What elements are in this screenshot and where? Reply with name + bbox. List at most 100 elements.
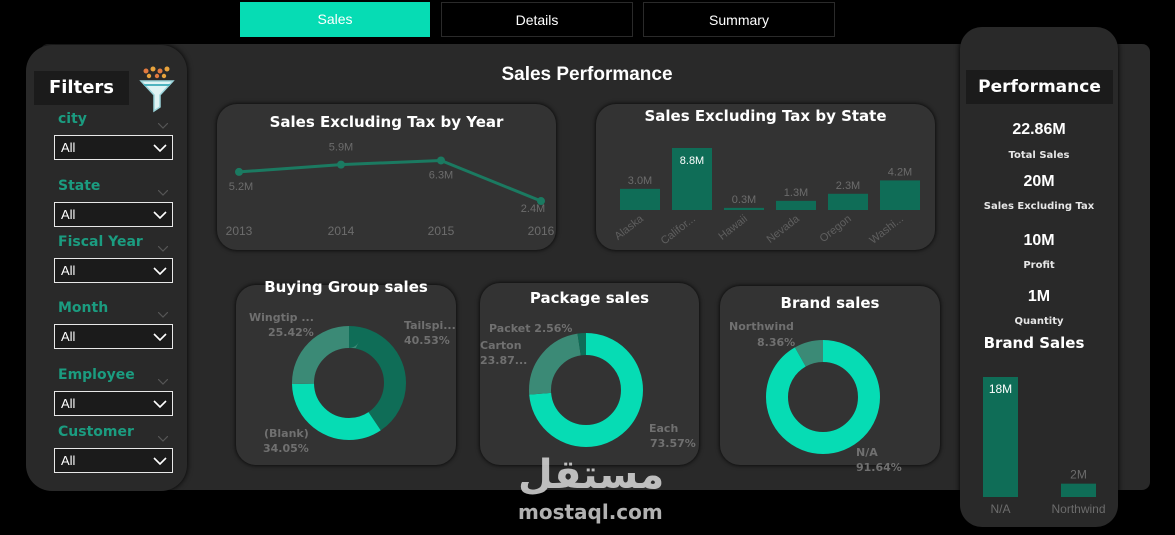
slice-pct: 34.05% [263,442,309,455]
slice-label: Northwind [729,320,794,333]
chart-title: Package sales [529,289,650,307]
funnel-icon [137,65,177,113]
data-label: 5.2M [229,181,253,193]
data-point [437,156,445,165]
x-tick-label: 2014 [328,224,355,238]
kpi-sales-ex-tax-label: Sales Excluding Tax [983,201,1095,212]
filter-dropdown-value: All [61,207,76,222]
bar [620,188,660,210]
collapse-chevron-icon[interactable] [157,237,169,252]
data-label: 6.3M [429,169,453,181]
x-tick-label: N/A [990,502,1010,516]
filters-title: Filters [34,71,129,105]
chart-title: Sales Excluding Tax by State [644,107,887,125]
slice-label: Packet 2.56% [489,322,573,335]
x-tick-label: 2016 [528,224,555,238]
data-label: 2M [1070,468,1087,482]
data-label: 2.3M [836,180,860,192]
slice-label: Carton [480,339,522,352]
bar [672,148,712,210]
slice-label: Each [649,422,679,435]
data-label: 8.8M [680,155,704,167]
filter-dropdown-value: All [61,263,76,278]
donut-slice [766,340,880,454]
collapse-chevron-icon[interactable] [157,181,169,196]
kpi-quantity-label: Quantity [1014,316,1064,327]
data-point [337,160,345,169]
filter-label: Customer [58,424,134,440]
kpi-total-sales-value: 22.86M [1012,121,1066,138]
brand-sales-title: Brand Sales [983,334,1085,352]
kpi-profit-label: Profit [1023,260,1055,271]
donut-chart-buying-group [292,326,406,440]
donut-slice [529,333,643,447]
slice-pct: 73.57% [650,437,696,450]
tab-details[interactable]: Details [441,2,633,37]
chart-card-sales-by-year: Sales Excluding Tax by Year [217,104,556,250]
filter-label: Fiscal Year [58,234,143,250]
line-chart: 5.2M 2013 5.9M 2014 6.3M 2015 2.4M 2016 [226,142,555,238]
filter-label: Employee [58,367,135,383]
filter-dropdown-value: All [61,140,76,155]
data-label: 0.3M [732,194,756,206]
bar [880,180,920,210]
series-line [238,158,542,203]
filter-dropdown-value: All [61,396,76,411]
data-label: 1.3M [784,187,808,199]
kpi-profit-value: 10M [1023,232,1055,249]
bar [1061,483,1096,497]
slice-pct: 91.64% [856,461,902,474]
slice-pct: 40.53% [404,334,450,347]
donut-slice [529,333,643,447]
x-tick-label: Hawaii [716,213,749,243]
collapse-chevron-icon[interactable] [157,114,169,129]
slice-label: N/A [856,446,878,459]
slice-label: Wingtip ... [249,311,314,324]
filter-dropdown[interactable]: All [54,324,173,349]
collapse-chevron-icon[interactable] [157,370,169,385]
slice-pct: 8.36% [757,336,796,349]
data-point [537,197,545,206]
filter-label: city [58,111,87,127]
x-tick-label: Northwind [1051,502,1105,516]
tab-sales[interactable]: Sales [240,2,430,37]
donut-chart-package [529,333,643,447]
data-point [235,167,243,176]
x-tick-label: Oregon [818,213,854,245]
filter-dropdown[interactable]: All [54,448,173,473]
filter-label: Month [58,300,109,316]
kpi-total-sales-label: Total Sales [1008,150,1070,161]
donut-slice [292,326,406,440]
filter-dropdown[interactable]: All [54,258,173,283]
x-tick-label: Washi... [867,213,905,247]
collapse-chevron-icon[interactable] [157,303,169,318]
data-label: 4.2M [888,166,912,178]
slice-pct: 23.87... [480,354,528,367]
data-label: 18M [989,382,1012,396]
kpi-sales-ex-tax-value: 20M [1023,173,1055,190]
donut-slice [292,326,406,440]
data-label: 3.0M [628,175,652,187]
bar-chart-brand: 18M N/A 2M Northwind [983,377,1106,516]
bar [724,207,764,210]
page-title: Sales Performance [501,64,673,85]
chart-title: Buying Group sales [264,278,428,296]
collapse-chevron-icon[interactable] [157,427,169,442]
donut-slice [766,340,880,454]
chart-card-sales-by-state: Sales Excluding Tax by State [596,104,935,250]
filter-dropdown[interactable]: All [54,202,173,227]
chart-title: Brand sales [780,294,880,312]
slice-pct: 25.42% [268,326,314,339]
tab-summary[interactable]: Summary [643,2,835,37]
x-tick-label: Califor... [659,213,698,247]
x-tick-label: Nevada [765,212,803,245]
data-label: 2.4M [521,203,545,215]
donut-chart-brand [766,340,880,454]
bar [983,377,1018,497]
performance-title: Performance [966,70,1113,104]
filter-label: State [58,178,101,194]
data-label: 5.9M [329,142,353,154]
kpi-quantity-value: 1M [1027,288,1051,305]
filter-dropdown[interactable]: All [54,391,173,416]
filter-dropdown[interactable]: All [54,135,173,160]
